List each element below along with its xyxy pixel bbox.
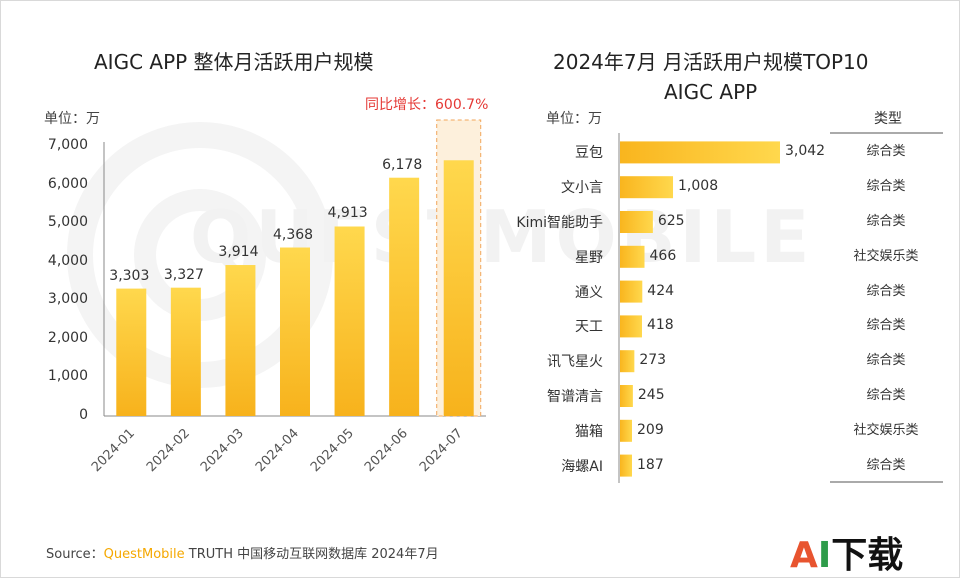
hbar (620, 315, 642, 338)
hbar (620, 385, 633, 407)
bar-value-label: 3,914 (218, 244, 259, 261)
hbar-value-label: 1,008 (678, 178, 719, 195)
left-chart-unit: 单位：万 (44, 111, 100, 127)
right-chart-unit: 单位：万 (546, 111, 602, 127)
type-column-header: 类型 (874, 111, 902, 127)
app-type-label: 综合类 (866, 179, 906, 195)
hbar (620, 419, 632, 442)
left-chart-title: AIGC APP 整体月活跃用户规模 (94, 50, 374, 74)
category-label: 海螺AI (561, 458, 603, 475)
y-tick-label: 1,000 (47, 368, 88, 385)
hbar-value-label: 466 (649, 247, 677, 264)
hbar-value-label: 424 (647, 282, 675, 299)
app-type-label: 综合类 (866, 353, 906, 369)
hbar-value-label: 625 (657, 213, 685, 229)
hbar (620, 454, 632, 477)
source-brand: QuestMobile (103, 547, 185, 562)
hbar (620, 141, 780, 164)
app-type-label: 综合类 (866, 318, 906, 334)
bar-value-label: 6,178 (382, 156, 423, 173)
app-type-label: 社交娱乐类 (853, 422, 919, 438)
category-label: 猫箱 (575, 423, 603, 440)
y-tick-label: 2,000 (47, 329, 88, 346)
hbar (620, 211, 653, 233)
source-prefix: Source： (46, 547, 104, 562)
logo-letter-a: A (790, 535, 818, 576)
category-label: 讯飞星火 (547, 354, 603, 371)
bar-value-label: 4,368 (273, 226, 314, 243)
right-chart-title-line1: 2024年7月 月活跃用户规模TOP10 (553, 50, 869, 74)
y-tick-label: 7,000 (47, 137, 88, 153)
logo-letter-i: I (817, 535, 832, 576)
app-type-label: 社交娱乐类 (853, 248, 919, 264)
bar (116, 288, 147, 416)
y-tick-label: 5,000 (47, 214, 88, 231)
bar (280, 247, 310, 416)
hbar-value-label: 209 (637, 421, 664, 438)
y-tick-label: 4,000 (47, 252, 88, 269)
category-label: 文小言 (561, 180, 603, 197)
y-tick-label: 6,000 (47, 175, 88, 192)
app-type-label: 综合类 (866, 214, 906, 229)
app-type-label: 综合类 (866, 388, 906, 403)
hbar (620, 350, 635, 373)
app-type-label: 综合类 (866, 457, 906, 473)
source-rest: TRUTH 中国移动互联网数据库 2024年7月 (184, 547, 439, 562)
bar-value-label: 4,913 (327, 205, 368, 222)
category-label: 通义 (575, 284, 603, 301)
hbar (620, 176, 674, 199)
hbar-value-label: 273 (639, 352, 667, 369)
hbar-value-label: 187 (637, 456, 664, 473)
bar (334, 226, 365, 416)
logo-text: 下载 (831, 535, 904, 576)
bar (443, 160, 474, 416)
hbar (620, 280, 643, 303)
bar (389, 177, 420, 416)
category-label: 豆包 (575, 145, 603, 162)
category-label: Kimi智能助手 (516, 215, 603, 231)
y-tick-label: 3,000 (47, 291, 88, 308)
app-type-label: 综合类 (866, 283, 906, 299)
hbar (620, 245, 645, 268)
bar-value-label: 3,303 (109, 267, 150, 284)
hbar-value-label: 3,042 (785, 143, 826, 160)
site-logo: AI下载 (790, 526, 903, 578)
category-label: 星野 (575, 249, 603, 266)
right-chart-title-line2: AIGC APP (664, 80, 758, 104)
bar-value-label: 3,327 (163, 266, 204, 283)
app-type-label: 综合类 (866, 144, 906, 160)
bar (225, 265, 256, 416)
y-tick-label: 0 (79, 407, 88, 423)
hbar-value-label: 245 (637, 387, 665, 403)
category-label: 天工 (575, 319, 603, 336)
yoy-growth-label: 同比增长：600.7% (365, 97, 489, 113)
source-note: Source：QuestMobile TRUTH 中国移动互联网数据库 2024… (46, 543, 439, 562)
bar (170, 287, 201, 416)
category-label: 智谱清言 (547, 389, 603, 405)
hbar-value-label: 418 (646, 317, 674, 334)
